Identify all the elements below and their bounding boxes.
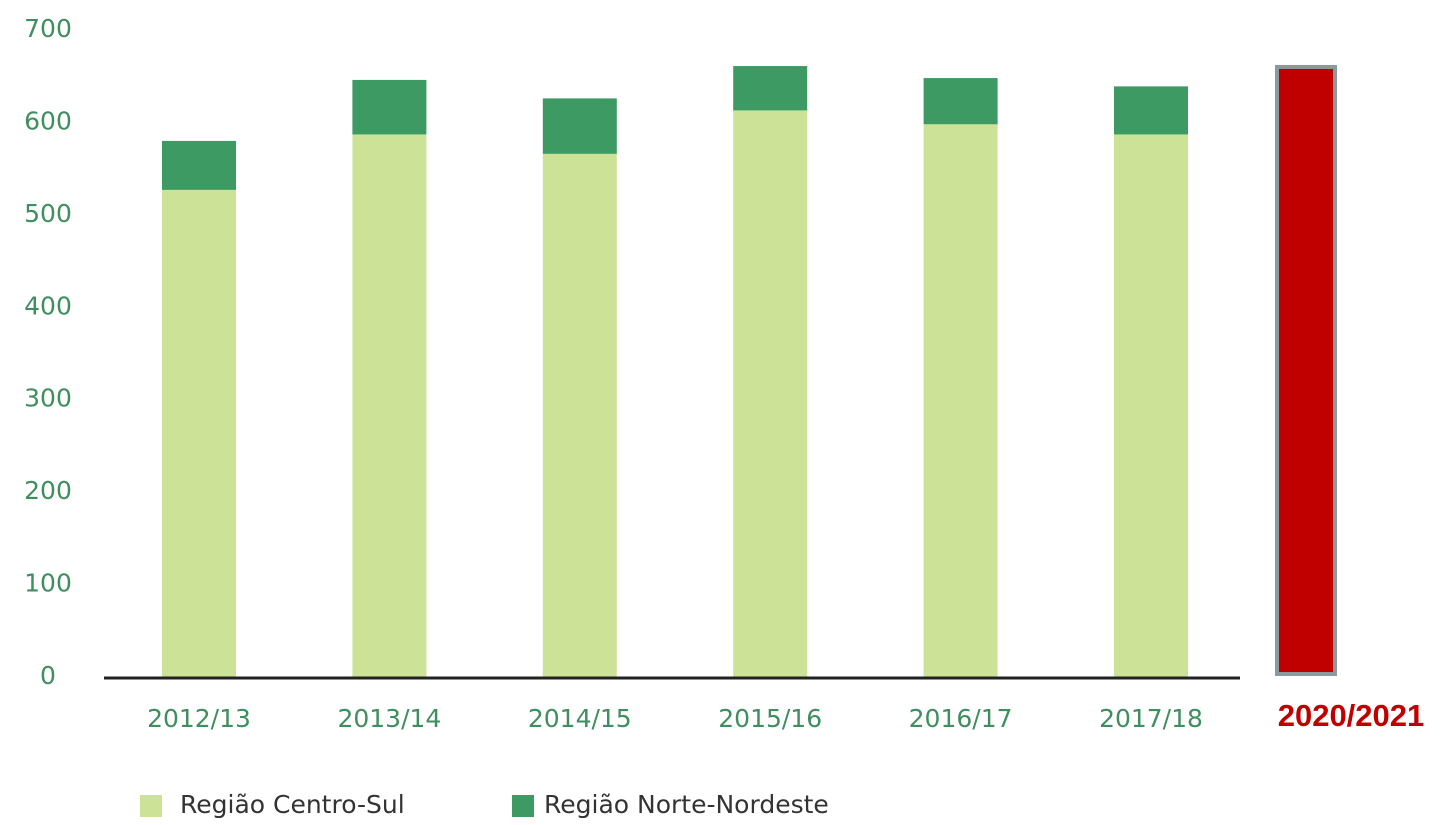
x-tick-label: 2012/13 xyxy=(147,704,251,733)
bar-segment xyxy=(352,134,427,678)
x-tick-label: 2014/15 xyxy=(528,704,632,733)
bar-segment xyxy=(352,79,427,135)
bar-segment xyxy=(162,189,236,677)
highlight-bar xyxy=(1275,64,1337,676)
x-tick-label: 2015/16 xyxy=(718,704,822,733)
legend-swatch xyxy=(140,795,162,817)
bar-segment xyxy=(923,124,998,677)
y-tick-label: 200 xyxy=(24,476,72,505)
highlight-label: 2020/2021 xyxy=(1278,698,1425,733)
y-tick-label: 100 xyxy=(24,569,72,598)
bar-segment xyxy=(162,140,236,190)
bar-segment xyxy=(1114,134,1188,678)
bar-segment xyxy=(542,98,617,154)
bar-segment xyxy=(923,78,998,125)
y-tick-label: 500 xyxy=(24,199,72,228)
y-tick-label: 700 xyxy=(24,14,72,43)
bar-segment xyxy=(733,66,808,111)
y-tick-label: 300 xyxy=(24,384,72,413)
y-tick-label: 600 xyxy=(24,106,72,135)
legend-swatch xyxy=(512,795,534,817)
y-tick-label: 0 xyxy=(40,661,56,690)
x-tick-label: 2013/14 xyxy=(337,704,441,733)
legend-label: Região Centro-Sul xyxy=(180,790,405,819)
x-tick-label: 2017/18 xyxy=(1099,704,1203,733)
legend-label: Região Norte-Nordeste xyxy=(544,790,829,819)
y-tick-label: 400 xyxy=(24,291,72,320)
x-tick-label: 2016/17 xyxy=(909,704,1013,733)
bar-segment xyxy=(733,110,808,678)
bar-segment xyxy=(1114,86,1188,135)
bar-segment xyxy=(542,153,617,678)
